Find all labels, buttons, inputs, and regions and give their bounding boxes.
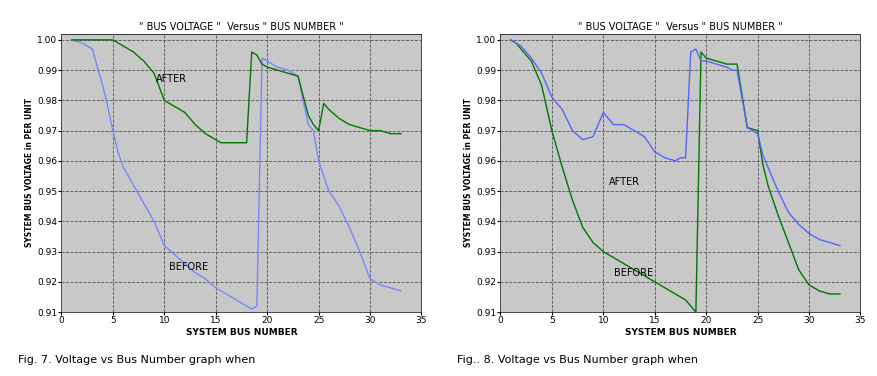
Text: BEFORE: BEFORE: [613, 268, 652, 278]
Text: AFTER: AFTER: [608, 177, 638, 187]
Title: " BUS VOLTAGE "  Versus " BUS NUMBER ": " BUS VOLTAGE " Versus " BUS NUMBER ": [577, 22, 782, 32]
Text: BEFORE: BEFORE: [169, 262, 209, 272]
Text: AFTER: AFTER: [156, 74, 187, 84]
Text: Fig. 7. Voltage vs Bus Number graph when: Fig. 7. Voltage vs Bus Number graph when: [18, 355, 254, 365]
X-axis label: SYSTEM BUS NUMBER: SYSTEM BUS NUMBER: [185, 328, 297, 337]
Text: Fig.. 8. Voltage vs Bus Number graph when: Fig.. 8. Voltage vs Bus Number graph whe…: [456, 355, 696, 365]
Y-axis label: SYSTEM BUS VOLTAGE in PER UNIT: SYSTEM BUS VOLTAGE in PER UNIT: [464, 99, 473, 247]
Title: " BUS VOLTAGE "  Versus " BUS NUMBER ": " BUS VOLTAGE " Versus " BUS NUMBER ": [139, 22, 344, 32]
Y-axis label: SYSTEM BUS VOLTAGE in PER UNIT: SYSTEM BUS VOLTAGE in PER UNIT: [25, 99, 34, 247]
X-axis label: SYSTEM BUS NUMBER: SYSTEM BUS NUMBER: [624, 328, 736, 337]
